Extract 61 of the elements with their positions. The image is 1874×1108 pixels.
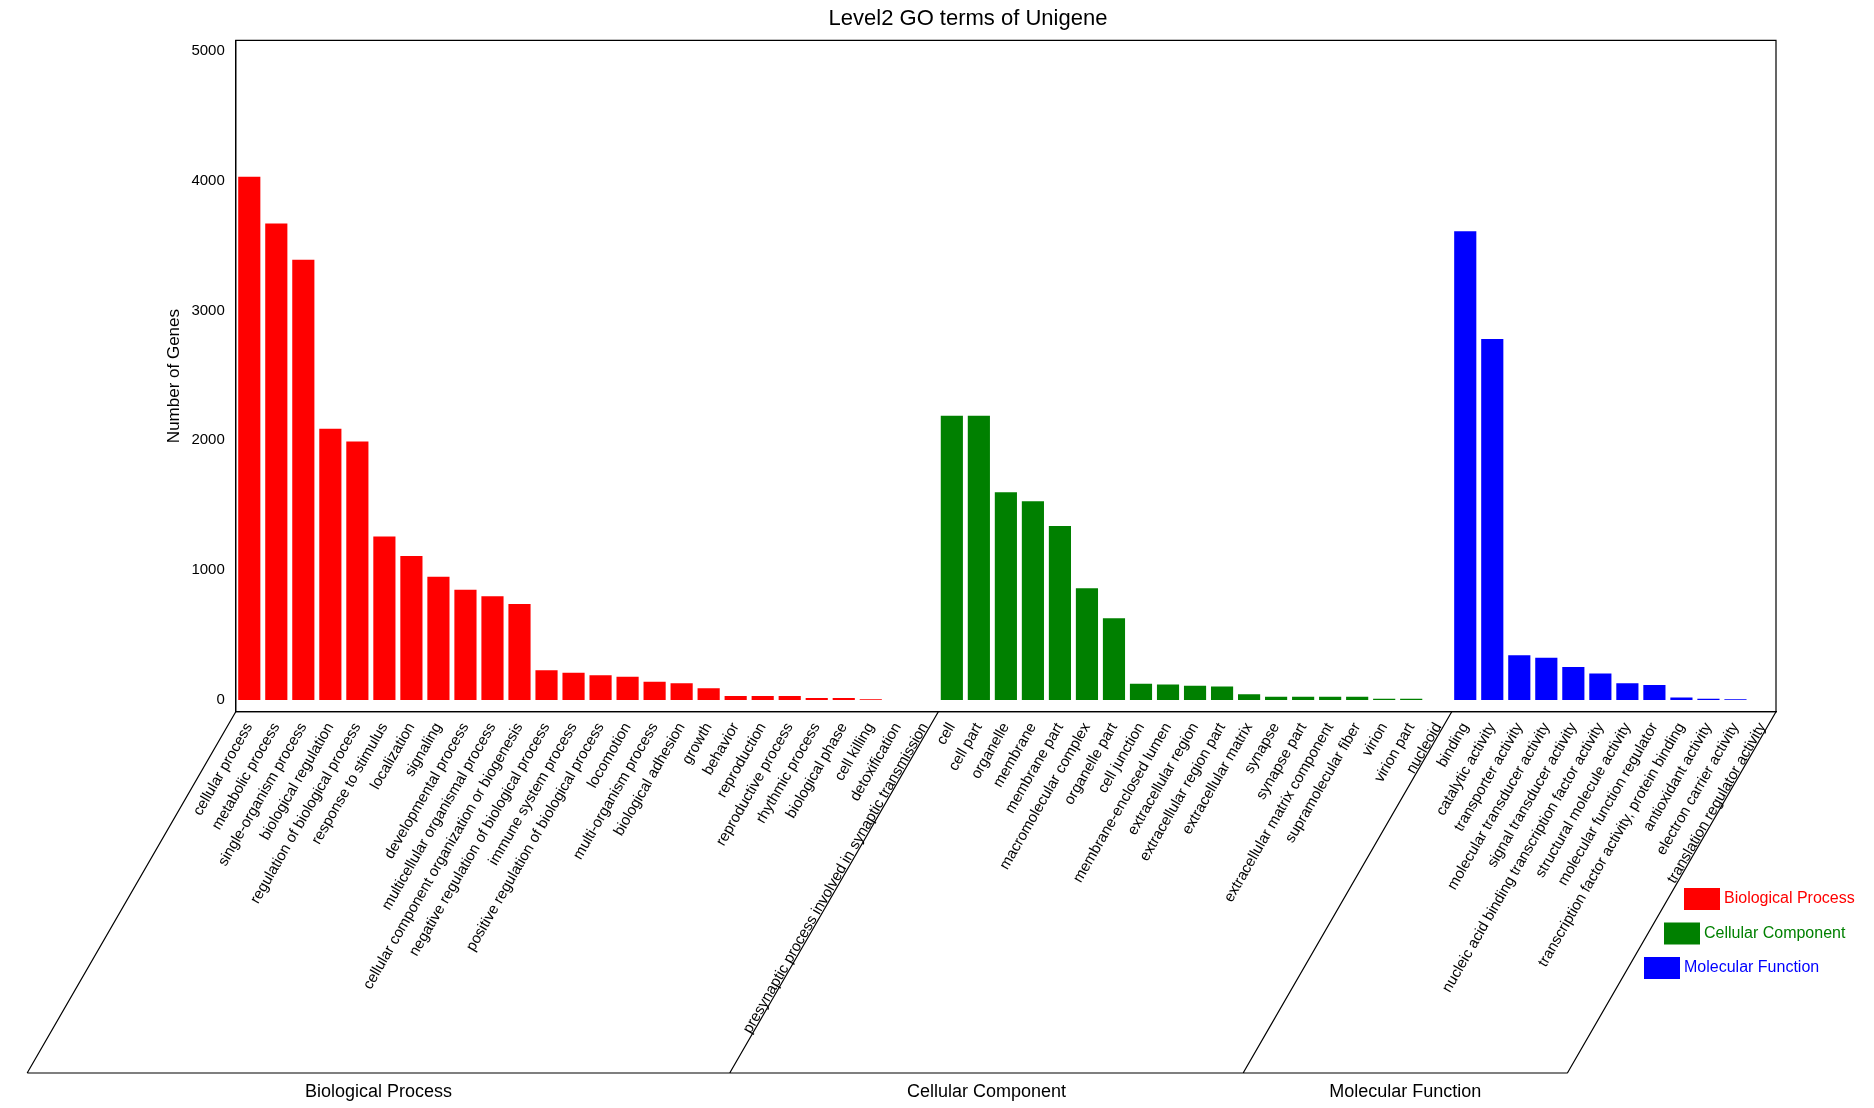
bar xyxy=(1075,588,1099,701)
bar xyxy=(238,176,261,701)
bar xyxy=(1292,696,1315,701)
text: Molecular Function xyxy=(1329,1080,1482,1101)
bar xyxy=(1102,618,1126,701)
bar xyxy=(1589,673,1612,701)
bar xyxy=(778,696,801,701)
bar xyxy=(1048,526,1072,701)
bar xyxy=(535,670,558,701)
bar xyxy=(1319,696,1342,701)
bar xyxy=(1562,666,1585,701)
bar xyxy=(1670,697,1693,701)
bar xyxy=(1481,339,1504,701)
y-axis-title: Number of Genes xyxy=(163,308,183,444)
bar xyxy=(1021,501,1044,701)
bar xyxy=(1346,696,1369,701)
chart-title: Level2 GO terms of Unigene xyxy=(828,5,1108,31)
bar xyxy=(265,223,288,701)
text: Biological Process xyxy=(304,1080,452,1101)
bar xyxy=(319,428,342,701)
text: Cellular Component xyxy=(906,1080,1066,1101)
bar xyxy=(643,681,666,701)
bar xyxy=(616,676,639,701)
bar xyxy=(1616,683,1639,701)
y-tick-label: 1000 xyxy=(191,560,225,578)
bar xyxy=(562,672,585,701)
bar xyxy=(697,688,720,701)
bar xyxy=(1535,657,1558,701)
y-tick-label: 5000 xyxy=(191,40,225,58)
bar xyxy=(1129,683,1153,701)
bar xyxy=(454,589,477,701)
bar xyxy=(1454,231,1477,701)
x-tick-label: cell xyxy=(932,719,959,748)
bar xyxy=(751,696,774,701)
bar xyxy=(481,596,504,701)
bar xyxy=(994,492,1017,701)
bar xyxy=(670,683,693,701)
y-tick-label: 4000 xyxy=(191,170,225,188)
bar xyxy=(1156,684,1180,701)
bar xyxy=(967,415,990,701)
bar xyxy=(1643,685,1666,701)
bar xyxy=(1210,686,1234,701)
y-tick-label: 3000 xyxy=(191,300,225,318)
bar xyxy=(427,576,450,701)
y-tick-label: 0 xyxy=(216,690,225,708)
bar xyxy=(724,696,747,701)
bar xyxy=(346,441,369,701)
bar xyxy=(940,415,963,701)
bar xyxy=(373,536,396,701)
bar xyxy=(589,675,612,701)
bar xyxy=(1238,694,1261,701)
y-tick-label: 2000 xyxy=(191,430,225,448)
bar xyxy=(400,555,423,701)
legend-label: Molecular Function xyxy=(1684,958,1820,976)
bar xyxy=(508,603,531,701)
legend-label: Cellular Component xyxy=(1704,923,1846,941)
bar xyxy=(1183,685,1207,701)
bar xyxy=(1265,696,1288,701)
legend-label: Biological Process xyxy=(1724,889,1855,907)
bar xyxy=(1508,655,1531,701)
bar xyxy=(292,259,315,701)
